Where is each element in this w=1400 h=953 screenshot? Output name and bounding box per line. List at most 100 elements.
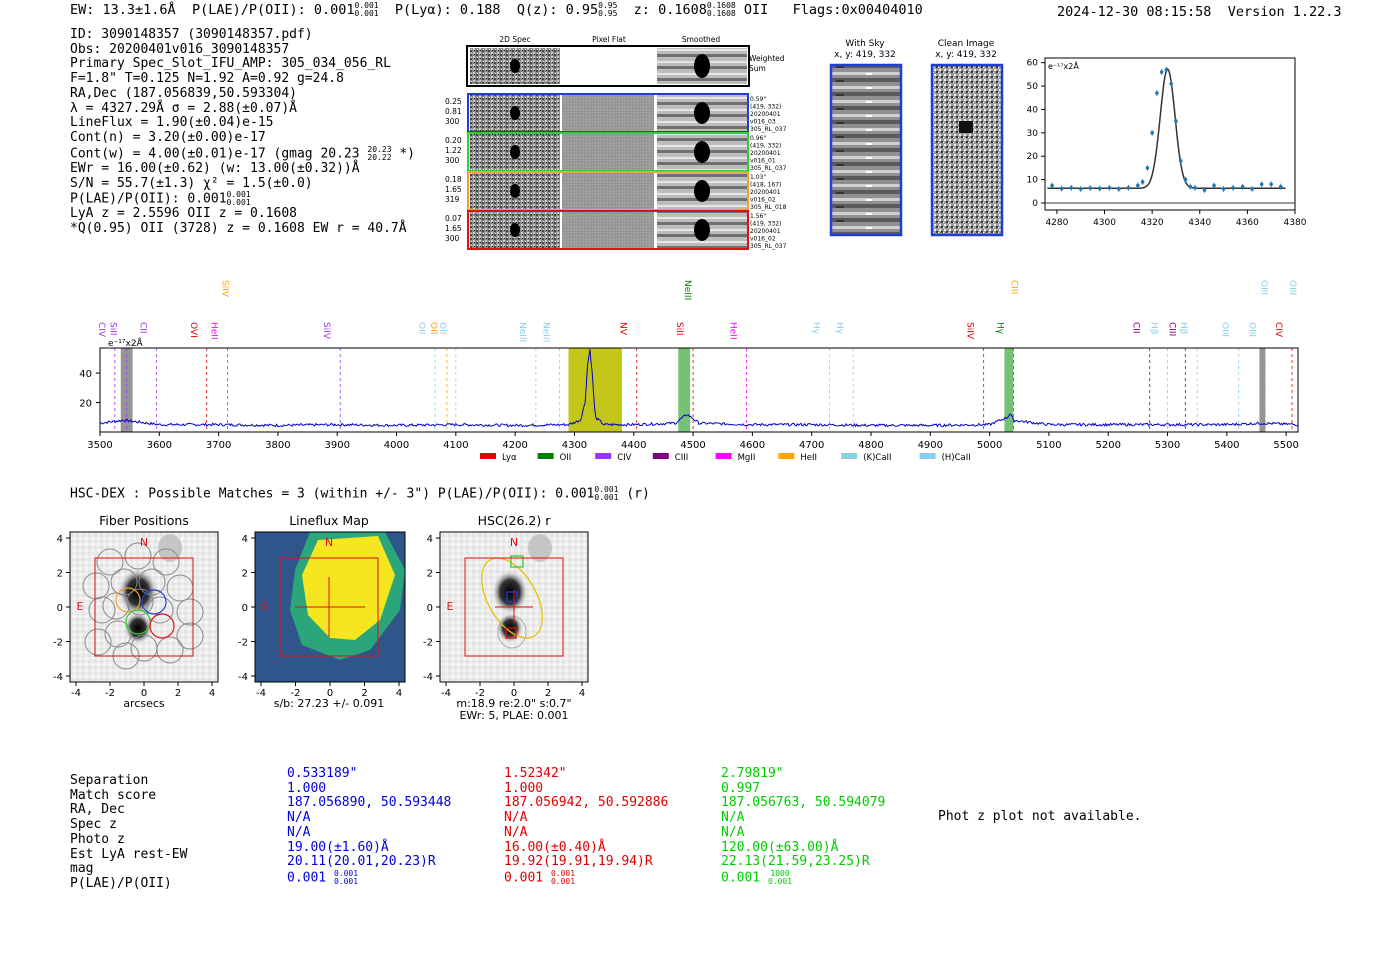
header-plae-lo: 0.001 [354, 9, 379, 18]
info-lyaz: LyA z = 2.5596 OII z = 0.1608 [70, 206, 297, 222]
exposure-2-left-1: 0.20 [445, 136, 462, 145]
match-3-photoz: N/A [721, 824, 745, 840]
fit-ytick-label: 20 [1027, 152, 1039, 162]
hsc-ytick-label: 2 [57, 569, 63, 580]
hsc-xtick-label: 2 [361, 688, 367, 699]
spec-line-label: Hγ [810, 322, 820, 335]
hsc-xtick-label: -2 [291, 688, 301, 699]
match-2-plae-lo: 0.001 [550, 876, 576, 886]
exposure-3-left-1: 0.18 [445, 175, 462, 184]
header-datetime: 2024-12-30 08:15:58 [1057, 4, 1212, 20]
hsc-r-title: HSC(26.2) r [478, 513, 552, 528]
fit-data-point [1140, 180, 1145, 184]
spec-xtick-label: 4400 [621, 440, 646, 451]
match-3-sep: 2.79819" [721, 766, 784, 781]
spec-xtick-label: 5400 [1214, 440, 1239, 451]
fiber-orange [115, 587, 141, 613]
hsc-ellipse-gray [497, 615, 527, 649]
fiber-positions-xlabel: arcsecs [123, 697, 165, 710]
info-contw-lo: 20.22 [367, 152, 392, 162]
spec-line-label-top: NeIII [682, 280, 692, 300]
hsc-ytick-label: 2 [427, 569, 433, 580]
exposure-1-right-4: v016_03 [750, 119, 776, 126]
hsc-match-green [510, 555, 524, 568]
info-qline: *Q(0.95) OII (3728) z = 0.1608 EW r = 40… [70, 221, 407, 237]
hsc-title-end: (r) [626, 486, 650, 502]
hsc-ytick-label: 0 [427, 603, 433, 614]
exposure-2-source-smooth [694, 141, 710, 163]
hsc-title-lo: 0.001 [594, 493, 619, 502]
weighted-source-smooth [694, 54, 710, 78]
spec-xtick-label: 4900 [918, 440, 943, 451]
info-id: ID: 3090148357 (3090148357.pdf) [70, 27, 313, 42]
info-lineflux: LineFlux = 1.90(±0.04)e-15 [70, 115, 274, 131]
spec-line-label: SiII [674, 322, 684, 336]
header-qz-val: 0.95 [565, 2, 599, 18]
hsc-xtick-label: 0 [141, 688, 147, 699]
match-2-plae: 0.001 [504, 870, 544, 886]
spec-line-label: HeII [209, 322, 219, 340]
spec-line-label: NeIII [517, 322, 527, 342]
match-col-1: 0.533189" 1.000 187.056890, 50.593448 N/… [287, 766, 451, 886]
exposure-1-source-smooth [694, 102, 710, 124]
info-contw-hi: 20.23 [367, 144, 392, 154]
cutout-col-header-1: 2D Spec [499, 35, 530, 44]
clean-image-coords: x, y: 419, 332 [935, 50, 997, 60]
spec-axes-bg [100, 348, 1298, 432]
match-3-mag: 22.13(21.59,23.25)R [721, 854, 870, 870]
match-3-specz: N/A [721, 810, 745, 826]
fiber-circle [82, 572, 110, 600]
spec-line-label-top: OIII [1259, 280, 1269, 295]
exposure-4-right-2: (419, 332) [750, 221, 781, 228]
spec-xtick-label: 4000 [384, 440, 409, 451]
spec-line-label: HeII [727, 322, 737, 340]
spec-line-label: NV [618, 322, 628, 336]
spec-trace [99, 349, 1299, 428]
match-label: Est LyA rest-EW [70, 846, 188, 862]
spec-legend-swatch [537, 453, 554, 459]
exposure-4-left-1: 0.07 [445, 214, 462, 223]
detection-info: ID: 3090148357 (3090148357.pdf) Obs: 202… [70, 27, 415, 237]
match-1-plae-line: 0.001 0.001 0.001 [287, 868, 451, 886]
match-3-radec: 187.056763, 50.594079 [721, 795, 886, 811]
fit-data-point [1145, 166, 1150, 170]
fit-xtick-label: 4320 [1141, 218, 1164, 228]
cutout-grid: 2D Spec Pixel Flat Smoothed Weighted Sum… [445, 35, 787, 250]
match-1-mag: 20.11(20.01,20.23)R [287, 854, 436, 870]
spec-legend-swatch [919, 453, 936, 459]
header-version: Version 1.22.3 [1227, 4, 1342, 20]
fit-data-point [1088, 186, 1093, 190]
spec-xtick-label: 3600 [147, 440, 172, 451]
weighted-label-1: Weighted [749, 54, 785, 63]
header-qz-hi: 0.95 [598, 1, 618, 10]
spec-legend-swatch [841, 453, 858, 459]
spec-legend-label: OII [560, 453, 572, 463]
exposure-3-right-2: (418, 167) [750, 182, 781, 189]
hsc-match-blue [506, 591, 518, 603]
exposure-3-source-smooth [694, 180, 710, 202]
match-1-plae-hi: 0.001 [333, 868, 359, 878]
galaxy-blob-upper [118, 568, 158, 616]
exposure-1-left-3: 300 [445, 117, 460, 126]
spec-xtick-label: 5200 [1095, 440, 1120, 451]
fit-data-point [1212, 183, 1216, 188]
spec-line-label: OVI [188, 322, 198, 338]
hsc-ytick-label: -4 [423, 672, 433, 683]
clean-image-frame [930, 63, 1004, 237]
header-plya-val: 0.188 [459, 2, 501, 18]
spec-legend-swatch [480, 453, 496, 459]
fit-data-point [1259, 182, 1264, 187]
match-3-score: 0.997 [721, 780, 761, 796]
fit-data-point [1164, 67, 1169, 72]
spec-line-label-top: SiIV [220, 280, 230, 298]
hsc-xtick-label: 0 [327, 688, 333, 699]
fit-ytick-label: 40 [1027, 105, 1039, 115]
fit-data-point [1250, 187, 1254, 191]
fit-ytick-label: 0 [1032, 199, 1038, 209]
spec-legend-swatch [652, 453, 669, 459]
spec-legend-label: MgII [738, 453, 756, 463]
fiber-circle [152, 548, 180, 576]
spec-ytick-label: 40 [79, 369, 92, 380]
fiber-east-label: E [77, 600, 84, 613]
match-1-specz: N/A [287, 810, 311, 826]
